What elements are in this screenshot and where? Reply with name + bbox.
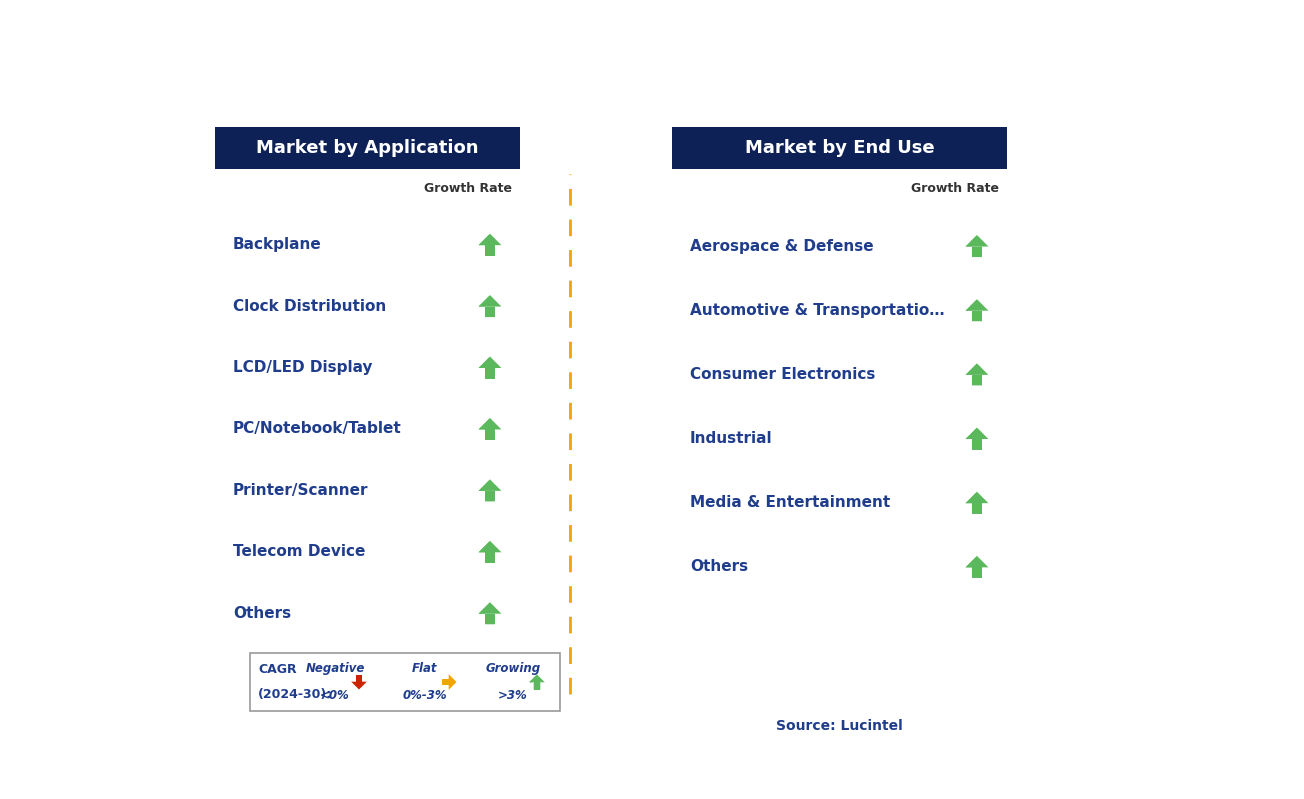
Text: Backplane: Backplane (233, 237, 322, 252)
Polygon shape (479, 479, 502, 491)
Text: Growing: Growing (485, 662, 541, 675)
Polygon shape (485, 491, 494, 502)
Polygon shape (485, 307, 494, 317)
Polygon shape (479, 541, 502, 562)
Text: >3%: >3% (498, 689, 528, 702)
Polygon shape (965, 235, 988, 247)
Text: <0%: <0% (319, 689, 349, 702)
Text: Others: Others (233, 606, 291, 621)
Text: Printer/Scanner: Printer/Scanner (233, 483, 369, 498)
Polygon shape (973, 439, 982, 450)
Text: Clock Distribution: Clock Distribution (233, 299, 386, 314)
Polygon shape (965, 491, 988, 503)
Polygon shape (485, 429, 494, 440)
Text: Market by Application: Market by Application (257, 139, 479, 157)
Text: Telecom Device: Telecom Device (233, 544, 365, 559)
Bar (672, 127, 1007, 169)
Polygon shape (479, 479, 502, 502)
Text: Market by End Use: Market by End Use (745, 139, 934, 157)
Polygon shape (529, 674, 545, 690)
Polygon shape (485, 368, 494, 379)
Polygon shape (479, 356, 502, 379)
Polygon shape (442, 678, 449, 686)
Text: Consumer Electronics: Consumer Electronics (690, 367, 875, 382)
Polygon shape (485, 245, 494, 256)
Polygon shape (965, 364, 988, 385)
Polygon shape (479, 541, 502, 552)
Text: Negative: Negative (305, 662, 365, 675)
Text: Source: Lucintel: Source: Lucintel (776, 719, 902, 733)
FancyBboxPatch shape (250, 653, 559, 711)
Polygon shape (449, 674, 456, 690)
Text: Automotive & Transportatio…: Automotive & Transportatio… (690, 303, 944, 318)
Polygon shape (973, 567, 982, 578)
Polygon shape (965, 300, 988, 321)
Polygon shape (479, 356, 502, 368)
Polygon shape (479, 418, 502, 429)
Polygon shape (479, 602, 502, 624)
Polygon shape (965, 427, 988, 439)
Polygon shape (973, 311, 982, 321)
Polygon shape (965, 300, 988, 311)
Polygon shape (479, 418, 502, 440)
Polygon shape (965, 364, 988, 375)
Text: LCD/LED Display: LCD/LED Display (233, 360, 373, 375)
Text: PC/Notebook/Tablet: PC/Notebook/Tablet (233, 422, 402, 436)
Polygon shape (965, 427, 988, 450)
Text: (2024-30):: (2024-30): (258, 688, 333, 702)
Polygon shape (965, 235, 988, 257)
Text: Flat: Flat (412, 662, 438, 675)
Text: Industrial: Industrial (690, 431, 773, 446)
Polygon shape (479, 295, 502, 317)
Polygon shape (479, 234, 502, 245)
Polygon shape (533, 682, 540, 690)
Text: CAGR: CAGR (258, 662, 296, 676)
Polygon shape (485, 552, 494, 562)
Text: Others: Others (690, 559, 748, 574)
Polygon shape (973, 247, 982, 257)
Polygon shape (479, 234, 502, 256)
Polygon shape (973, 503, 982, 514)
Text: Growth Rate: Growth Rate (911, 182, 999, 196)
Polygon shape (973, 375, 982, 385)
Text: 0%-3%: 0%-3% (403, 689, 447, 702)
Text: Aerospace & Defense: Aerospace & Defense (690, 239, 874, 253)
Polygon shape (485, 614, 494, 624)
Polygon shape (965, 556, 988, 567)
Polygon shape (965, 556, 988, 578)
Polygon shape (356, 674, 363, 682)
Bar (215, 127, 520, 169)
Polygon shape (479, 295, 502, 307)
Polygon shape (479, 602, 502, 614)
Polygon shape (351, 682, 366, 690)
Polygon shape (529, 674, 545, 682)
Text: Media & Entertainment: Media & Entertainment (690, 495, 891, 511)
Polygon shape (965, 491, 988, 514)
Text: Growth Rate: Growth Rate (424, 182, 512, 196)
